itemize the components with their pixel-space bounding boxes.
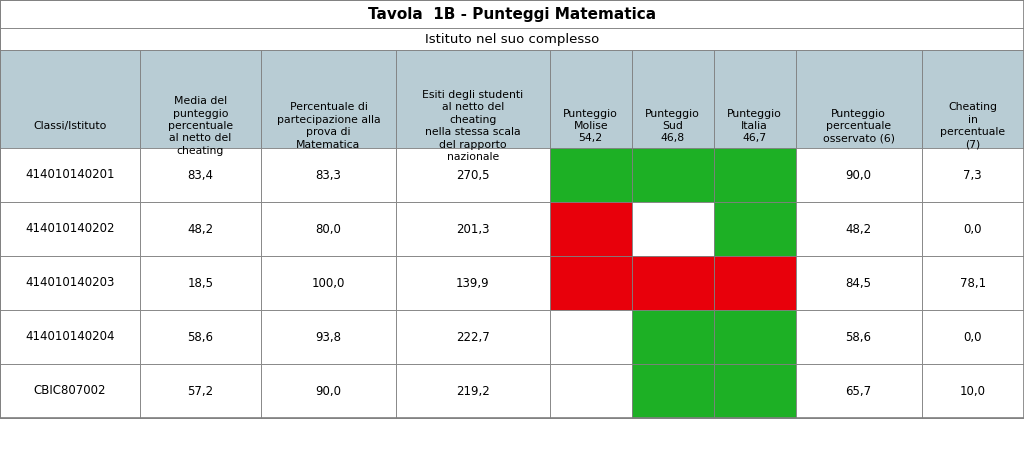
- Bar: [396, 50, 550, 202]
- Bar: [550, 310, 632, 364]
- Bar: [0, 310, 139, 364]
- Bar: [139, 148, 261, 202]
- Bar: [0, 148, 139, 202]
- Text: Punteggio
Italia
46,7: Punteggio Italia 46,7: [727, 109, 782, 143]
- Bar: [922, 364, 1024, 418]
- Bar: [261, 256, 396, 310]
- Text: 7,3: 7,3: [964, 168, 982, 182]
- Bar: [396, 148, 550, 202]
- Bar: [139, 256, 261, 310]
- Bar: [714, 364, 796, 418]
- Text: 10,0: 10,0: [959, 385, 986, 397]
- Bar: [714, 310, 796, 364]
- Bar: [261, 364, 396, 418]
- Text: Cheating
in
percentuale
(7): Cheating in percentuale (7): [940, 102, 1006, 149]
- Text: 222,7: 222,7: [456, 331, 489, 343]
- Text: 93,8: 93,8: [315, 331, 341, 343]
- Bar: [261, 50, 396, 202]
- Bar: [139, 50, 261, 202]
- Text: 414010140203: 414010140203: [26, 277, 115, 289]
- Text: Istituto nel suo complesso: Istituto nel suo complesso: [425, 33, 599, 45]
- Bar: [0, 256, 139, 310]
- Bar: [922, 50, 1024, 202]
- Bar: [0, 202, 139, 256]
- Bar: [396, 202, 550, 256]
- Bar: [714, 202, 796, 256]
- Text: Classi/Istituto: Classi/Istituto: [33, 121, 106, 131]
- Text: 83,3: 83,3: [315, 168, 341, 182]
- Bar: [922, 256, 1024, 310]
- Text: Punteggio
percentuale
osservato (6): Punteggio percentuale osservato (6): [822, 109, 895, 143]
- Bar: [796, 50, 922, 202]
- Text: 48,2: 48,2: [187, 222, 213, 236]
- Text: 414010140204: 414010140204: [26, 331, 115, 343]
- Bar: [632, 364, 714, 418]
- Bar: [396, 310, 550, 364]
- Bar: [796, 148, 922, 202]
- Text: Punteggio
Sud
46,8: Punteggio Sud 46,8: [645, 109, 700, 143]
- Text: Esiti degli studenti
al netto del
cheating
nella stessa scala
del rapporto
nazio: Esiti degli studenti al netto del cheati…: [422, 90, 523, 162]
- Bar: [550, 50, 632, 202]
- Bar: [550, 202, 632, 256]
- Text: Punteggio
Molise
54,2: Punteggio Molise 54,2: [563, 109, 618, 143]
- Text: 201,3: 201,3: [456, 222, 489, 236]
- Bar: [139, 364, 261, 418]
- Bar: [922, 202, 1024, 256]
- Bar: [632, 310, 714, 364]
- Bar: [396, 256, 550, 310]
- Text: 219,2: 219,2: [456, 385, 489, 397]
- Bar: [796, 364, 922, 418]
- Text: Tavola  1B - Punteggi Matematica: Tavola 1B - Punteggi Matematica: [368, 7, 656, 21]
- Bar: [261, 148, 396, 202]
- Text: 414010140201: 414010140201: [26, 168, 115, 182]
- Bar: [922, 310, 1024, 364]
- Bar: [632, 256, 714, 310]
- Text: 139,9: 139,9: [456, 277, 489, 289]
- Text: 58,6: 58,6: [846, 331, 871, 343]
- Bar: [261, 310, 396, 364]
- Bar: [796, 202, 922, 256]
- Text: 0,0: 0,0: [964, 222, 982, 236]
- Bar: [0, 364, 139, 418]
- Text: Percentuale di
partecipazione alla
prova di
Matematica: Percentuale di partecipazione alla prova…: [276, 102, 380, 149]
- Bar: [796, 256, 922, 310]
- Text: 57,2: 57,2: [187, 385, 213, 397]
- Bar: [0, 0, 1024, 418]
- Bar: [0, 50, 139, 202]
- Text: 100,0: 100,0: [311, 277, 345, 289]
- Bar: [550, 148, 632, 202]
- Text: 84,5: 84,5: [846, 277, 871, 289]
- Text: Media del
punteggio
percentuale
al netto del
cheating: Media del punteggio percentuale al netto…: [168, 96, 232, 156]
- Text: CBIC807002: CBIC807002: [34, 385, 106, 397]
- Text: 0,0: 0,0: [964, 331, 982, 343]
- Bar: [261, 202, 396, 256]
- Bar: [632, 50, 714, 202]
- Bar: [714, 256, 796, 310]
- Text: 65,7: 65,7: [846, 385, 871, 397]
- Bar: [139, 202, 261, 256]
- Bar: [632, 202, 714, 256]
- Text: 48,2: 48,2: [846, 222, 871, 236]
- Text: 80,0: 80,0: [315, 222, 341, 236]
- Bar: [550, 256, 632, 310]
- Bar: [0, 28, 1024, 50]
- Text: 90,0: 90,0: [846, 168, 871, 182]
- Text: 414010140202: 414010140202: [26, 222, 115, 236]
- Bar: [714, 148, 796, 202]
- Bar: [714, 50, 796, 202]
- Bar: [139, 310, 261, 364]
- Bar: [0, 0, 1024, 28]
- Bar: [550, 364, 632, 418]
- Text: 90,0: 90,0: [315, 385, 341, 397]
- Text: 78,1: 78,1: [959, 277, 986, 289]
- Text: 270,5: 270,5: [456, 168, 489, 182]
- Bar: [796, 310, 922, 364]
- Text: 58,6: 58,6: [187, 331, 213, 343]
- Text: 83,4: 83,4: [187, 168, 213, 182]
- Text: 18,5: 18,5: [187, 277, 213, 289]
- Bar: [632, 148, 714, 202]
- Bar: [396, 364, 550, 418]
- Bar: [922, 148, 1024, 202]
